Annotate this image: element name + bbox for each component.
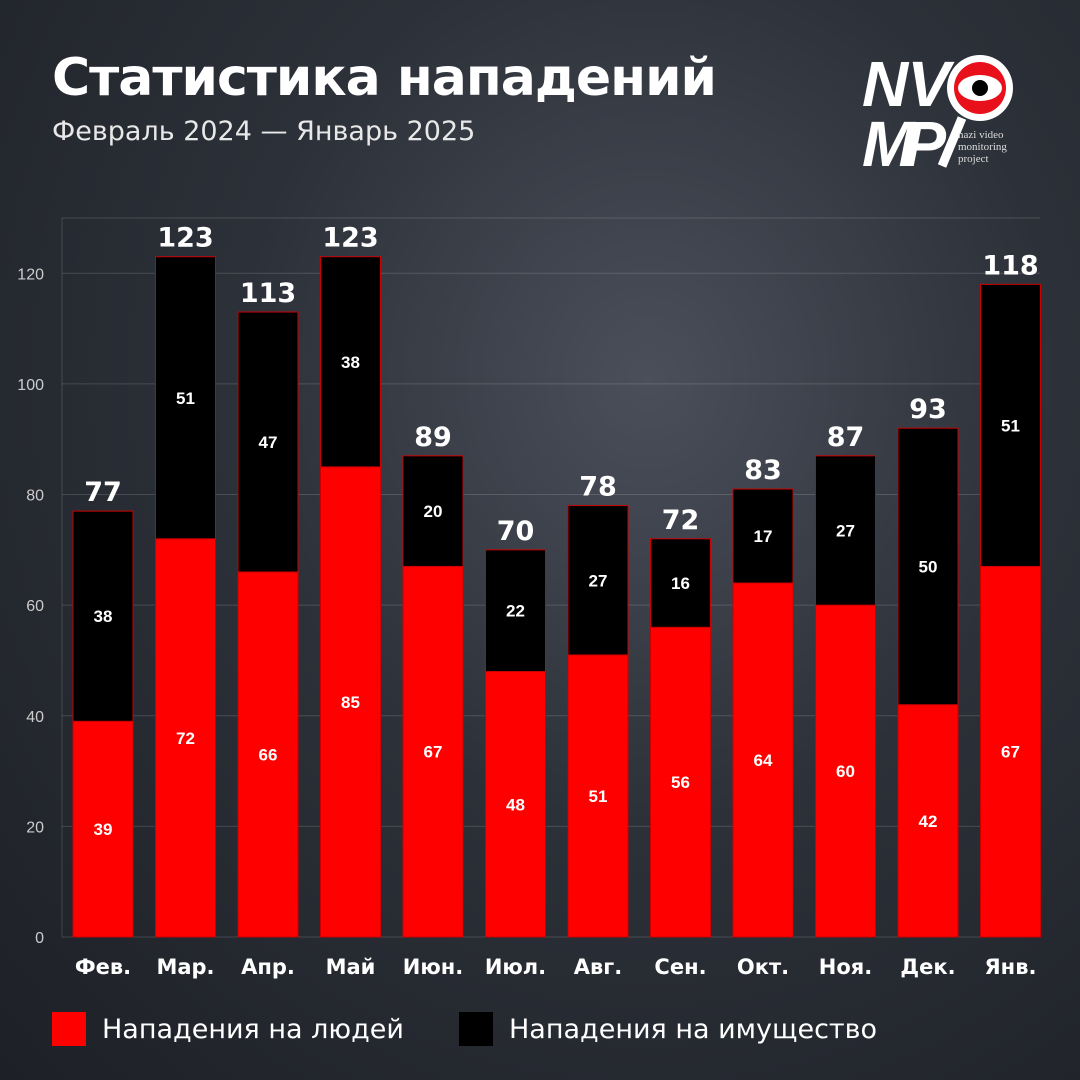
data-label: 47 bbox=[259, 433, 278, 452]
y-tick-label: 40 bbox=[26, 709, 44, 726]
bar-people bbox=[320, 466, 381, 938]
svg-text:NV: NV bbox=[862, 48, 955, 120]
bar-property bbox=[485, 549, 546, 673]
total-label: 72 bbox=[662, 505, 700, 536]
bar-people bbox=[980, 565, 1041, 938]
legend-item-people: Нападения на людей bbox=[52, 1012, 404, 1046]
bar-people bbox=[567, 654, 629, 938]
data-label: 38 bbox=[341, 353, 360, 372]
data-label: 60 bbox=[836, 762, 855, 781]
bar-people bbox=[237, 571, 299, 938]
data-label: 39 bbox=[94, 820, 113, 839]
data-label: 50 bbox=[919, 557, 938, 576]
bar-people bbox=[732, 582, 794, 938]
data-label: 48 bbox=[506, 795, 525, 814]
data-label: 27 bbox=[589, 571, 608, 590]
total-label: 87 bbox=[827, 422, 865, 453]
bar-people bbox=[72, 720, 134, 938]
y-tick-label: 60 bbox=[26, 598, 44, 615]
total-label: 83 bbox=[744, 455, 782, 486]
page-title: Статистика нападений bbox=[52, 48, 717, 108]
data-label: 66 bbox=[259, 745, 278, 764]
bar-property bbox=[650, 538, 711, 628]
x-tick-label: Июл. bbox=[485, 955, 546, 979]
x-tick-label: Авг. bbox=[574, 955, 623, 979]
bar-people bbox=[897, 704, 959, 938]
data-label: 64 bbox=[754, 751, 773, 770]
total-label: 77 bbox=[84, 477, 122, 508]
bar-property bbox=[320, 256, 381, 468]
bar-property bbox=[897, 427, 959, 706]
bar-people bbox=[402, 565, 464, 938]
legend-label-property: Нападения на имущество bbox=[509, 1013, 878, 1045]
data-label: 42 bbox=[919, 812, 938, 831]
data-label: 51 bbox=[1001, 416, 1020, 435]
data-label: 16 bbox=[671, 574, 690, 593]
legend-item-property: Нападения на имущество bbox=[459, 1012, 877, 1046]
data-label: 67 bbox=[424, 743, 443, 762]
nvmp-logo: NV MP nazi video monitoring project bbox=[862, 48, 1013, 173]
data-label: 51 bbox=[176, 389, 195, 408]
data-label: 67 bbox=[1001, 743, 1020, 762]
data-label: 20 bbox=[424, 502, 443, 521]
bar-property bbox=[237, 311, 299, 573]
y-tick-label: 120 bbox=[17, 266, 44, 283]
svg-text:nazi video: nazi video bbox=[958, 129, 1004, 141]
data-label: 17 bbox=[754, 527, 773, 546]
x-tick-label: Май bbox=[326, 955, 376, 979]
total-label: 118 bbox=[982, 250, 1038, 281]
data-label: 85 bbox=[341, 693, 360, 712]
x-tick-label: Янв. bbox=[985, 955, 1037, 979]
bar-property bbox=[815, 455, 876, 606]
y-tick-label: 0 bbox=[35, 930, 44, 947]
total-label: 123 bbox=[157, 223, 213, 254]
svg-text:monitoring: monitoring bbox=[958, 141, 1007, 153]
bar-property bbox=[980, 283, 1041, 567]
total-label: 123 bbox=[322, 223, 378, 254]
bar-property bbox=[402, 455, 464, 567]
total-label: 89 bbox=[414, 422, 452, 453]
x-tick-label: Мар. bbox=[156, 955, 214, 979]
total-label: 70 bbox=[497, 516, 535, 547]
svg-text:project: project bbox=[958, 153, 989, 165]
bar-people bbox=[155, 538, 216, 938]
bar-property bbox=[72, 510, 134, 722]
bar-people bbox=[650, 626, 711, 938]
bar-people bbox=[485, 671, 546, 938]
total-label: 78 bbox=[579, 472, 617, 503]
x-tick-label: Окт. bbox=[737, 955, 789, 979]
data-label: 38 bbox=[94, 607, 113, 626]
data-label: 51 bbox=[589, 787, 608, 806]
svg-text:MP: MP bbox=[862, 108, 946, 173]
bar-property bbox=[155, 256, 216, 540]
data-label: 22 bbox=[506, 602, 525, 621]
bar-people bbox=[815, 604, 876, 938]
x-tick-label: Ноя. bbox=[819, 955, 872, 979]
data-label: 56 bbox=[671, 773, 690, 792]
bar-property bbox=[732, 488, 794, 584]
x-tick-label: Фев. bbox=[75, 955, 131, 979]
y-tick-label: 80 bbox=[26, 488, 44, 505]
legend-label-people: Нападения на людей bbox=[102, 1013, 404, 1045]
x-tick-label: Апр. bbox=[241, 955, 295, 979]
stacked-bar-chart: 0 20 40 60 80 100 120 39 38 77 Фев. 72 51 123 Мар. 66 47… bbox=[17, 223, 1041, 979]
data-label: 72 bbox=[176, 729, 195, 748]
legend-swatch-people bbox=[52, 1012, 86, 1046]
y-tick-label: 100 bbox=[17, 377, 44, 394]
legend-swatch-property bbox=[459, 1012, 493, 1046]
y-tick-label: 20 bbox=[26, 819, 44, 836]
x-tick-label: Дек. bbox=[900, 955, 955, 979]
bar-property bbox=[567, 505, 629, 656]
x-tick-label: Июн. bbox=[403, 955, 463, 979]
total-label: 113 bbox=[240, 278, 296, 309]
total-label: 93 bbox=[909, 394, 947, 425]
data-label: 27 bbox=[836, 521, 855, 540]
page-subtitle: Февраль 2024 — Январь 2025 bbox=[52, 116, 476, 147]
x-tick-label: Сен. bbox=[654, 955, 706, 979]
